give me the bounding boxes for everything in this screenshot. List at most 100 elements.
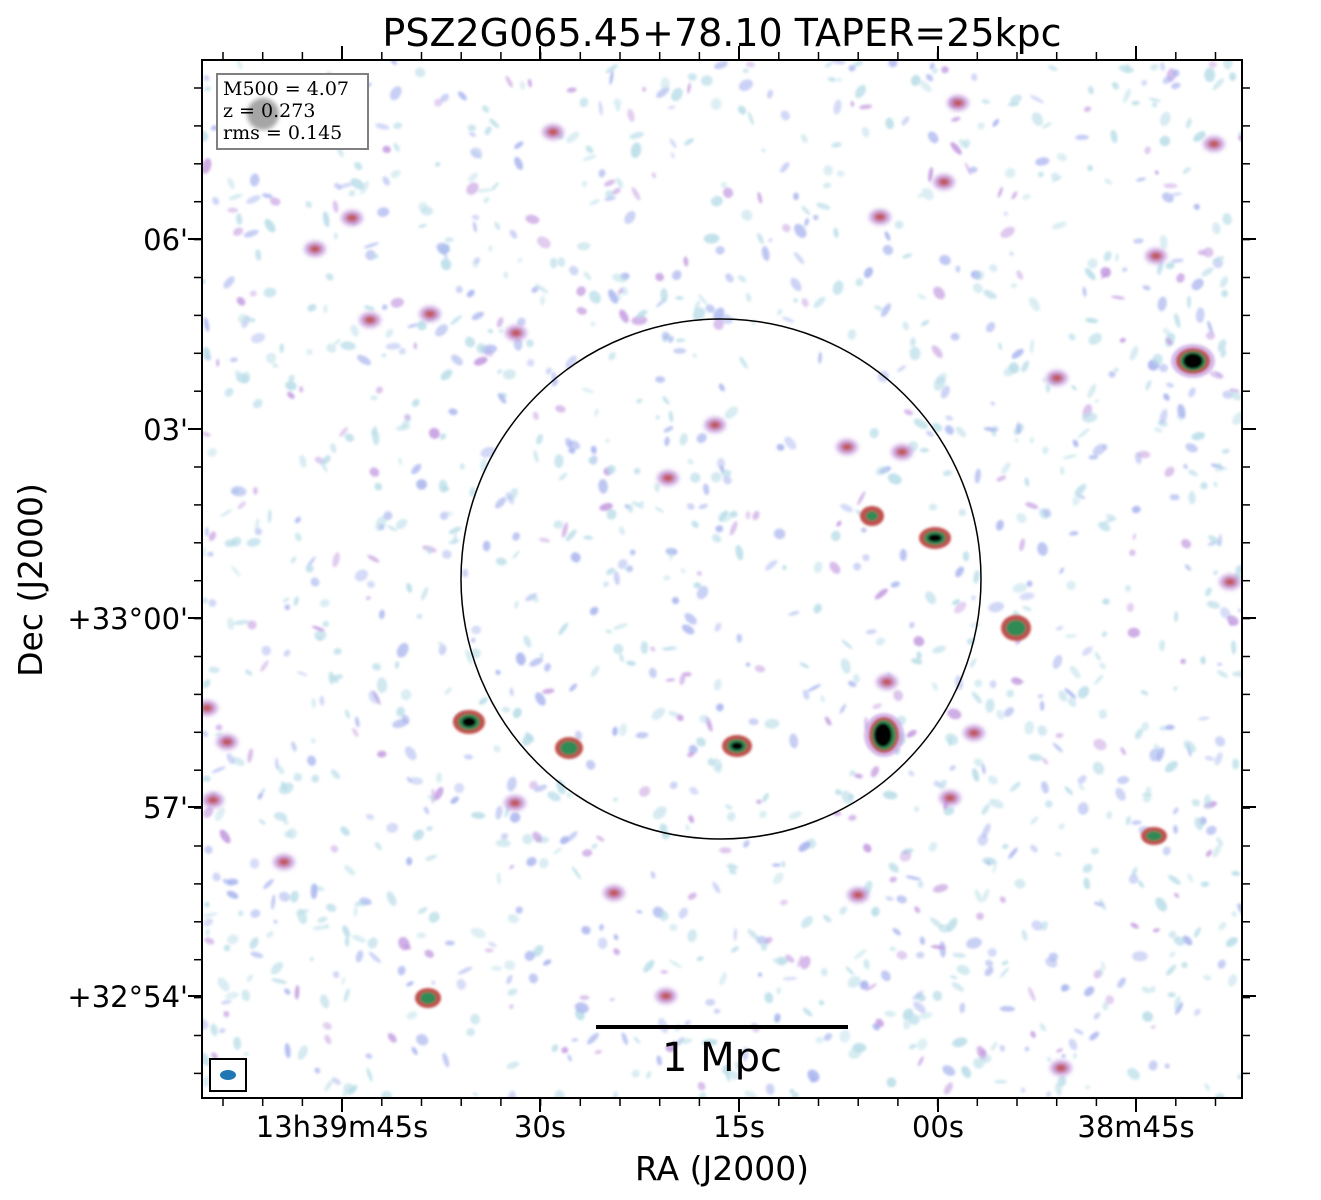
noise-blob [1102,598,1110,605]
faint-source [1203,136,1225,152]
noise-blob [833,99,842,115]
noise-blob [532,831,543,843]
noise-blob [656,1055,662,1066]
noise-blob [325,273,334,281]
noise-blob [204,937,215,945]
noise-blob [827,77,837,82]
noise-blob [202,1052,210,1067]
noise-blob [1037,693,1044,699]
noise-blob [233,1036,242,1050]
noise-blob [698,294,708,305]
noise-blob [418,223,427,228]
noise-blob [440,369,453,381]
noise-blob [655,414,661,420]
noise-blob [1092,443,1106,456]
noise-blob [202,346,211,361]
noise-blob [890,581,900,588]
noise-blob [1082,863,1093,874]
noise-blob [847,329,857,340]
noise-blob [565,355,577,369]
noise-blob [393,142,400,152]
noise-blob [243,1051,250,1056]
noise-blob [612,273,628,283]
noise-blob [389,86,402,101]
noise-blob [931,682,938,691]
noise-blob [651,172,657,179]
noise-blob [1102,1002,1109,1011]
y-axis-label: Dec (J2000) [11,483,50,677]
noise-blob [1163,393,1170,401]
noise-blob [353,905,358,917]
faint-source [836,439,858,455]
noise-blob [273,812,288,821]
noise-blob [1170,192,1182,197]
noise-blob [660,288,668,303]
noise-blob [989,798,1004,809]
noise-blob [684,138,694,146]
noise-blob [728,869,737,875]
noise-blob [1188,387,1196,398]
noise-blob [976,912,984,921]
noise-blob [1183,463,1188,469]
noise-blob [1083,877,1091,890]
noise-blob [741,209,753,221]
noise-blob [669,923,678,931]
noise-blob [210,1023,218,1037]
noise-blob [205,928,210,937]
noise-blob [227,207,239,213]
noise-blob [205,527,209,537]
noise-blob [759,810,767,819]
noise-blob [1207,541,1216,546]
noise-blob [1153,743,1162,751]
noise-blob [566,87,577,93]
noise-blob [294,985,300,1000]
noise-blob [1039,700,1045,711]
noise-blob [712,758,723,773]
noise-blob [779,899,788,906]
noise-blob [615,177,624,188]
noise-blob [1182,935,1193,946]
noise-blob [1022,605,1032,612]
noise-blob [655,376,666,383]
noise-blob [231,565,241,577]
noise-blob [1113,367,1119,372]
noise-blob [1055,732,1064,739]
noise-blob [1100,267,1112,278]
noise-blob [1219,276,1229,288]
noise-blob [406,981,414,987]
noise-blob [773,872,784,885]
noise-blob [1206,600,1220,609]
noise-blob [526,339,534,348]
noise-blob [1004,167,1016,179]
noise-blob [330,443,337,453]
noise-blob [1084,986,1095,997]
noise-blob [208,531,217,541]
noise-blob [943,806,955,816]
noise-blob [489,118,500,128]
noise-blob [1012,583,1028,593]
noise-blob [598,169,606,178]
noise-blob [899,850,912,862]
noise-blob [341,977,346,985]
noise-blob [305,564,314,573]
noise-blob [680,568,686,574]
noise-blob [237,313,249,324]
noise-blob [454,783,465,794]
noise-blob [729,510,738,518]
noise-blob [945,415,953,421]
noise-blob [908,770,915,777]
noise-blob [1232,671,1242,677]
noise-blob [411,463,422,475]
source-cluster-c [722,735,752,757]
noise-blob [815,1036,824,1044]
noise-blob [545,367,552,375]
noise-blob [305,201,312,208]
noise-blob [621,1032,629,1045]
faint-source [1219,574,1241,590]
noise-blob [344,433,355,442]
noise-blob [589,199,601,206]
noise-blob [470,147,483,159]
noise-blob [1165,724,1175,731]
radio-sources [202,95,1241,1076]
noise-blob [718,383,725,392]
